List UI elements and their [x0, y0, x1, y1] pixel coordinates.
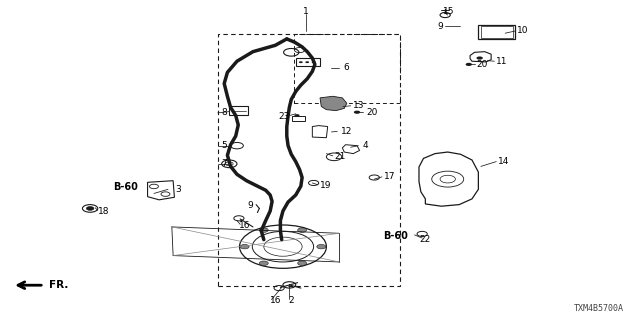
Text: 10: 10	[516, 27, 528, 36]
Text: 3: 3	[175, 185, 181, 194]
Text: 16: 16	[269, 296, 281, 305]
Text: 2: 2	[289, 296, 294, 305]
Text: 9: 9	[438, 22, 444, 31]
Circle shape	[305, 61, 309, 63]
Text: 16: 16	[239, 221, 250, 230]
Text: 12: 12	[341, 127, 353, 136]
Text: TXM4B5700A: TXM4B5700A	[573, 304, 623, 313]
Text: 13: 13	[353, 101, 365, 110]
Text: 18: 18	[99, 207, 110, 216]
Text: B-60: B-60	[383, 231, 408, 242]
Bar	[296, 58, 320, 66]
Text: 5: 5	[221, 141, 227, 150]
Text: 7: 7	[221, 159, 227, 168]
Circle shape	[354, 111, 360, 114]
Bar	[478, 25, 515, 39]
Text: 15: 15	[444, 7, 455, 16]
Bar	[218, 34, 400, 286]
Text: 20: 20	[366, 108, 378, 117]
Text: 19: 19	[320, 181, 332, 190]
Circle shape	[298, 228, 307, 232]
Text: 4: 4	[363, 141, 369, 150]
Bar	[229, 107, 248, 116]
Circle shape	[476, 56, 483, 60]
Text: 1: 1	[303, 7, 309, 16]
Circle shape	[294, 114, 300, 117]
Text: 8: 8	[221, 108, 227, 117]
Text: 14: 14	[497, 157, 509, 166]
Text: 22: 22	[420, 235, 431, 244]
Circle shape	[259, 228, 268, 232]
Circle shape	[466, 63, 472, 66]
Text: 9: 9	[247, 201, 253, 210]
Bar	[292, 116, 305, 121]
Text: FR.: FR.	[49, 280, 68, 290]
Text: 23: 23	[278, 112, 289, 121]
Polygon shape	[320, 96, 347, 111]
Circle shape	[86, 206, 94, 210]
Text: B-60: B-60	[113, 182, 138, 192]
Text: 6: 6	[344, 63, 349, 72]
Text: 17: 17	[384, 172, 396, 181]
Bar	[481, 26, 513, 38]
Circle shape	[312, 61, 316, 63]
Circle shape	[298, 261, 307, 266]
Text: 11: 11	[495, 57, 507, 66]
Circle shape	[240, 244, 249, 249]
Text: 20: 20	[476, 60, 488, 69]
Circle shape	[317, 244, 326, 249]
Text: 21: 21	[335, 152, 346, 161]
Circle shape	[299, 61, 303, 63]
Bar	[294, 34, 400, 103]
Circle shape	[259, 261, 268, 266]
